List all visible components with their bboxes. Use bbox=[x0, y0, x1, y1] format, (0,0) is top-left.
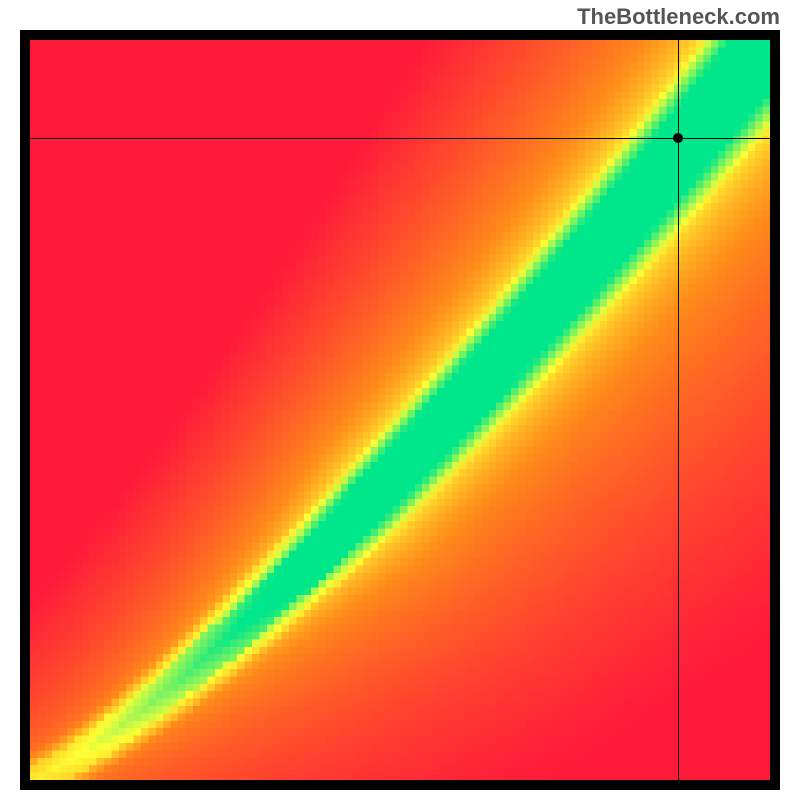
crosshair-vertical bbox=[678, 40, 679, 780]
crosshair-marker bbox=[673, 133, 683, 143]
plot-frame bbox=[20, 30, 780, 790]
watermark-text: TheBottleneck.com bbox=[577, 4, 780, 30]
root: TheBottleneck.com bbox=[0, 0, 800, 800]
plot-inner bbox=[30, 40, 770, 780]
heatmap-canvas bbox=[30, 40, 770, 780]
crosshair-horizontal bbox=[30, 138, 770, 139]
